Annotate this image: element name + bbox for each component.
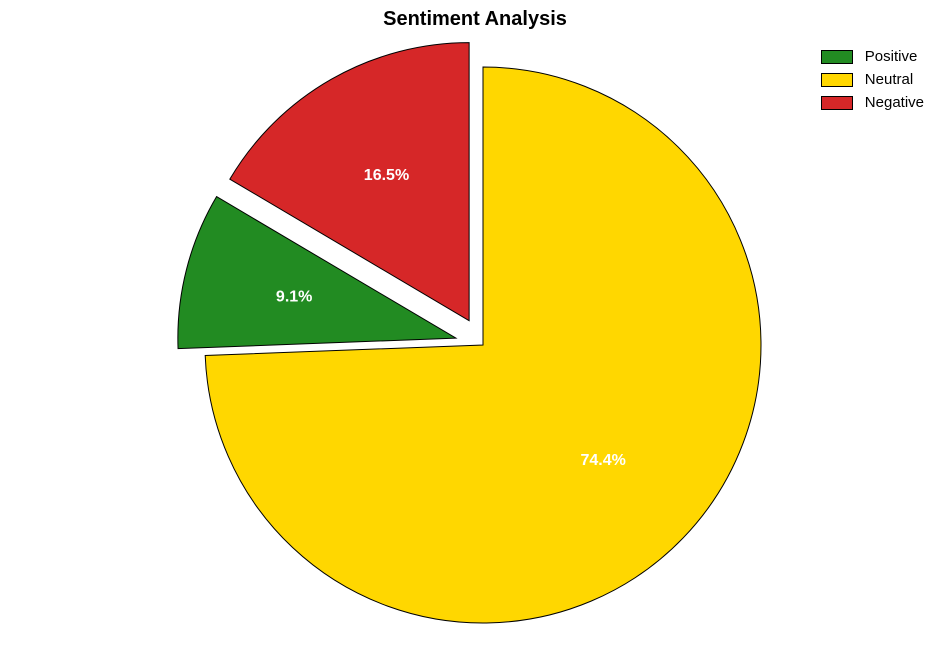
legend-label-positive: Positive	[865, 48, 918, 65]
legend-label-neutral: Neutral	[865, 71, 913, 88]
legend: Positive Neutral Negative	[821, 48, 924, 117]
legend-item-positive: Positive	[821, 48, 924, 65]
legend-label-negative: Negative	[865, 94, 924, 111]
legend-swatch-negative	[821, 96, 853, 110]
pie-label-positive: 9.1%	[276, 288, 312, 305]
legend-swatch-neutral	[821, 73, 853, 87]
chart-title: Sentiment Analysis	[0, 8, 950, 31]
legend-swatch-positive	[821, 50, 853, 64]
legend-item-negative: Negative	[821, 94, 924, 111]
pie-label-negative: 16.5%	[364, 167, 409, 184]
pie-svg: 74.4% 9.1% 16.5%	[150, 40, 800, 660]
legend-item-neutral: Neutral	[821, 71, 924, 88]
pie-label-neutral: 74.4%	[580, 452, 625, 469]
sentiment-pie-chart: Sentiment Analysis 74.4% 9.1% 16.5% Positi…	[0, 0, 950, 662]
